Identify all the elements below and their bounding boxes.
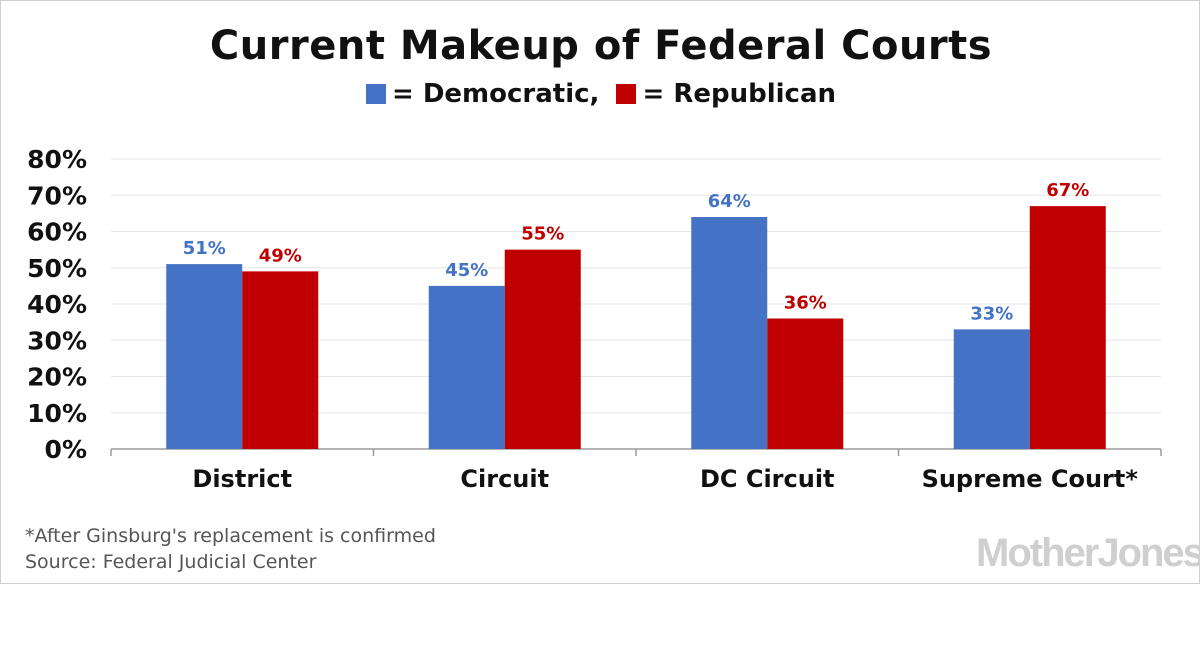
- bar-republican: [1029, 206, 1106, 449]
- data-label: 67%: [1046, 180, 1089, 201]
- legend-item-republican: = Republican: [616, 79, 836, 109]
- legend-label-republican: = Republican: [642, 79, 836, 109]
- mother-jones-logo: MotherJones: [976, 531, 1200, 575]
- legend-swatch-republican: [616, 84, 637, 104]
- footnote-note: *After Ginsburg's replacement is confirm…: [25, 525, 436, 547]
- legend-label-democratic: = Democratic,: [392, 79, 600, 109]
- bar-democratic: [166, 264, 243, 449]
- chart-frame: Current Makeup of Federal Courts = Democ…: [0, 0, 1200, 584]
- data-label: 33%: [970, 303, 1013, 324]
- bar-democratic: [953, 329, 1030, 449]
- bar-republican: [504, 249, 581, 449]
- y-tick-label: 80%: [27, 145, 87, 174]
- legend: = Democratic, = Republican: [1, 79, 1200, 109]
- y-tick-label: 50%: [27, 254, 87, 283]
- y-tick-label: 20%: [27, 363, 87, 392]
- chart-title: Current Makeup of Federal Courts: [209, 23, 993, 69]
- bar-democratic: [691, 217, 768, 449]
- data-label: 55%: [521, 224, 564, 245]
- y-tick-label: 40%: [27, 290, 87, 319]
- legend-item-democratic: = Democratic,: [366, 79, 599, 109]
- data-label: 36%: [784, 293, 827, 314]
- data-label: 64%: [708, 191, 751, 212]
- y-tick-label: 0%: [45, 435, 87, 464]
- data-label: 45%: [445, 260, 488, 281]
- y-tick-label: 10%: [27, 399, 87, 428]
- footnote: *After Ginsburg's replacement is confirm…: [25, 523, 436, 575]
- bar-chart: 0% 10% 20% 30% 40% 50% 60% 70% 80% 51% 49% District…: [27, 145, 1162, 493]
- x-category-label: District: [192, 465, 292, 493]
- footnote-source: Source: Federal Judicial Center: [25, 551, 317, 573]
- x-category-label: Circuit: [460, 465, 549, 493]
- y-tick-label: 70%: [27, 181, 87, 210]
- x-category-label: Supreme Court*: [922, 465, 1139, 493]
- bar-republican: [767, 318, 844, 449]
- bar-democratic: [428, 285, 505, 449]
- y-tick-label: 60%: [27, 218, 87, 247]
- y-tick-label: 30%: [27, 326, 87, 355]
- data-label: 49%: [259, 245, 302, 266]
- x-category-label: DC Circuit: [700, 465, 835, 493]
- bar-republican: [242, 271, 319, 449]
- legend-swatch-democratic: [366, 84, 386, 104]
- data-label: 51%: [183, 238, 226, 259]
